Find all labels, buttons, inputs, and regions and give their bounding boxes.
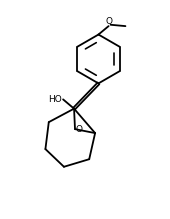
Text: HO: HO	[48, 95, 62, 104]
Text: O: O	[105, 17, 112, 26]
Text: O: O	[76, 125, 83, 134]
